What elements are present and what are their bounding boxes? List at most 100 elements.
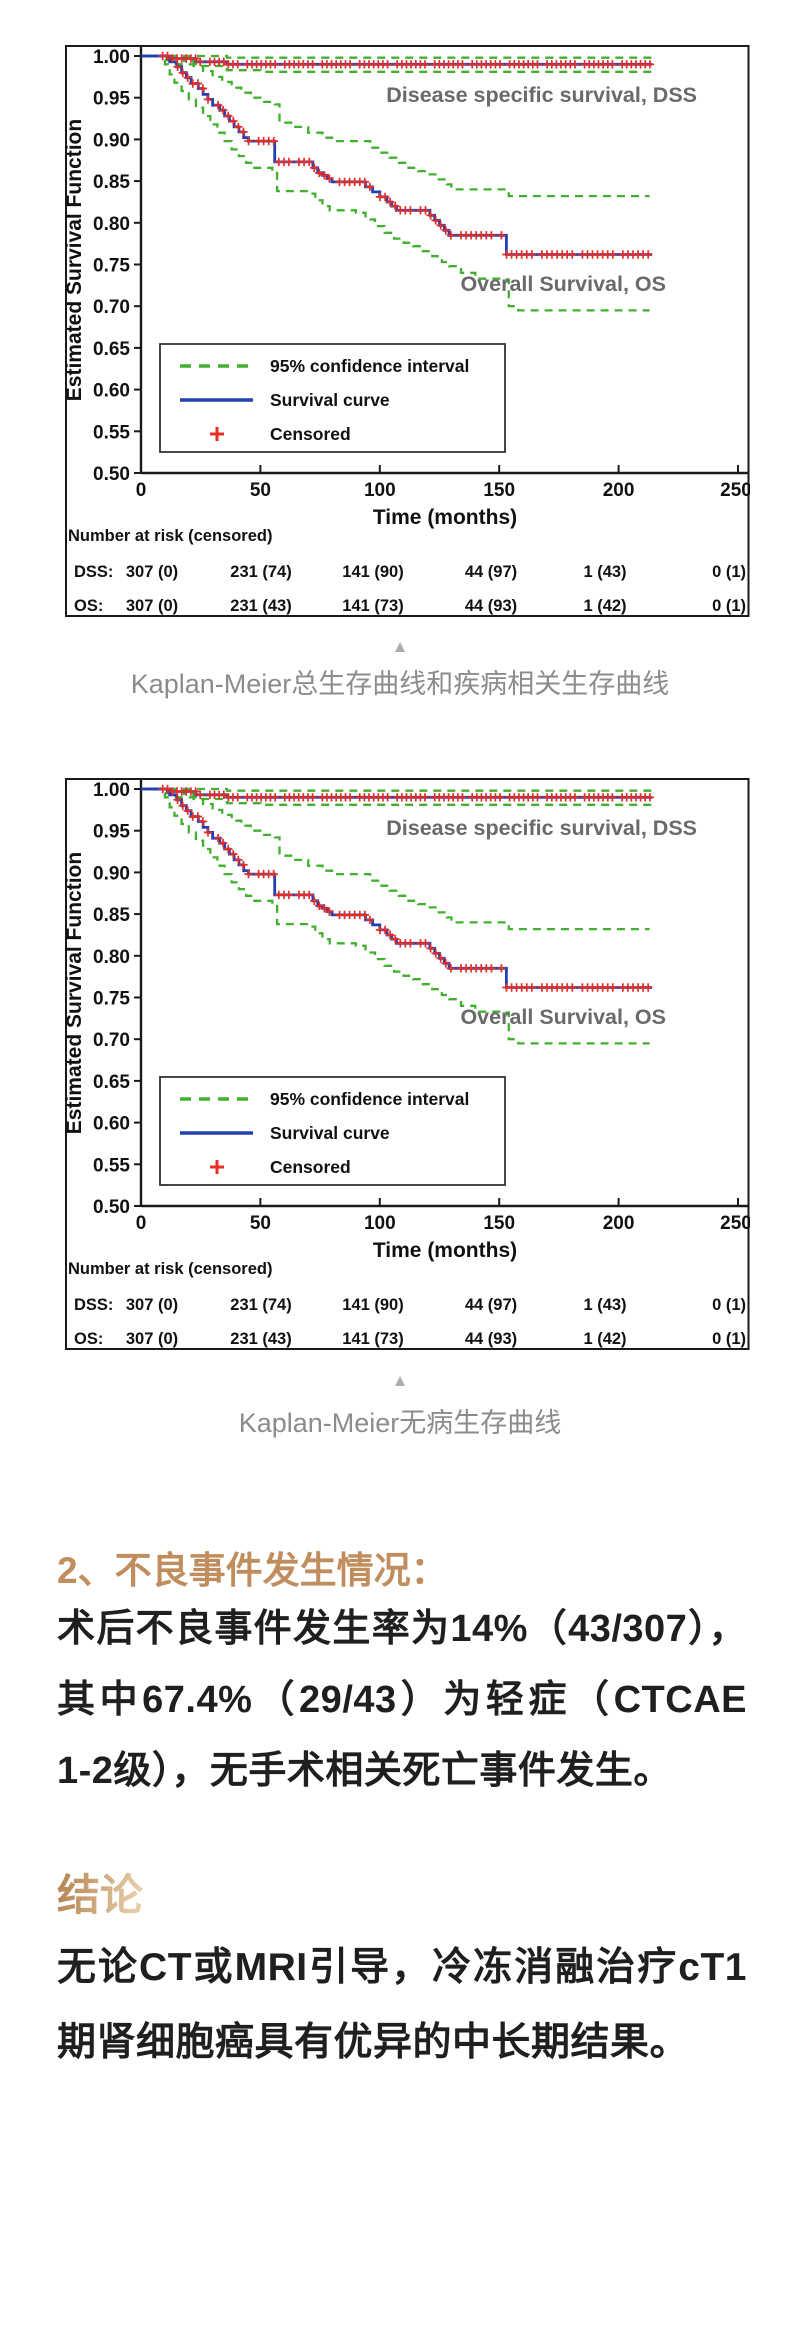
risk-row-label: DSS: xyxy=(74,1296,113,1314)
censored-mark xyxy=(310,896,319,905)
y-tick-label: 0.70 xyxy=(93,1030,130,1051)
censored-mark xyxy=(360,177,369,187)
risk-cell: 141 (90) xyxy=(342,563,403,581)
ci-line xyxy=(141,787,650,931)
adverse-events-paragraph: 术后不良事件发生率为14%（43/307），其中67.4%（29/43）为轻症（… xyxy=(57,1608,747,1792)
censored-mark xyxy=(345,60,355,69)
risk-cell: 141 (73) xyxy=(342,1330,403,1348)
collapse-triangle-icon: ▲ xyxy=(391,637,409,656)
legend-label: Survival curve xyxy=(270,1123,390,1143)
x-tick-label: 0 xyxy=(136,1213,147,1234)
risk-cell: 307 (0) xyxy=(126,597,178,615)
censored-mark xyxy=(608,793,617,802)
km-figure-os-dss: 1.00 0.95 0.90 0.85 0.80 0.75 0.70 0.65 0.60 0.55… xyxy=(63,44,752,617)
censored-mark xyxy=(191,787,200,796)
risk-cell: 1 (43) xyxy=(583,563,626,581)
risk-cell: 0 (1) xyxy=(712,597,746,615)
censored-mark xyxy=(533,793,542,802)
censored-mark xyxy=(420,60,430,69)
collapse-triangle-icon: ▲ xyxy=(391,1371,409,1390)
censored-mark xyxy=(196,57,205,66)
x-tick-label: 200 xyxy=(603,1213,635,1234)
y-tick-label: 0.85 xyxy=(93,905,130,926)
censored-mark xyxy=(446,964,456,973)
censored-mark xyxy=(365,182,375,192)
censored-mark xyxy=(271,60,280,69)
y-tick-label: 0.75 xyxy=(93,256,130,277)
censored-mark xyxy=(233,60,242,69)
y-tick-label: 0.70 xyxy=(93,297,130,318)
censored-mark xyxy=(644,250,653,259)
censored-mark xyxy=(163,784,172,794)
censored-mark xyxy=(608,983,617,992)
censored-mark xyxy=(229,116,238,126)
censored-mark xyxy=(178,801,187,810)
legend-label: Survival curve xyxy=(270,390,390,410)
censored-mark xyxy=(218,106,228,115)
censored-mark xyxy=(431,949,440,958)
risk-row-label: OS: xyxy=(74,597,103,615)
censored-mark xyxy=(213,101,223,110)
censored-mark xyxy=(178,68,187,77)
censored-mark xyxy=(495,793,505,802)
censored-mark xyxy=(487,231,496,240)
y-tick-label: 0.50 xyxy=(93,464,130,485)
y-tick-label: 1.00 xyxy=(93,47,130,68)
censored-mark xyxy=(234,122,243,132)
censored-mark xyxy=(441,959,450,968)
risk-cell: 231 (74) xyxy=(230,563,291,581)
censored-mark xyxy=(426,944,435,953)
x-tick-label: 0 xyxy=(136,480,147,501)
censored-mark xyxy=(426,211,435,220)
censored-mark xyxy=(233,793,242,802)
legend-label: Censored xyxy=(270,424,351,444)
km-chart-svg-1: 1.00 0.95 0.90 0.85 0.80 0.75 0.70 0.65 0.60 0.55… xyxy=(63,45,752,617)
y-tick-label: 0.55 xyxy=(93,422,130,443)
y-tick-label: 0.65 xyxy=(93,1072,130,1093)
censored-mark xyxy=(446,231,456,240)
censored-mark xyxy=(244,136,253,146)
ci-line xyxy=(141,54,650,198)
censored-mark xyxy=(163,51,172,61)
y-tick-label: 0.60 xyxy=(93,381,130,402)
censored-mark xyxy=(308,793,317,802)
censored-mark xyxy=(380,192,390,202)
censored-mark xyxy=(219,57,228,66)
censored-mark xyxy=(315,901,324,910)
censored-mark xyxy=(213,834,223,843)
y-tick-label: 0.65 xyxy=(93,339,130,360)
censored-mark xyxy=(198,817,208,826)
censored-mark xyxy=(436,221,445,230)
risk-cell: 307 (0) xyxy=(126,563,178,581)
section-heading-adverse-events: 2、不良事件发生情况： xyxy=(57,1550,448,1591)
censored-mark xyxy=(533,60,542,69)
censored-mark xyxy=(224,844,233,854)
censored-mark xyxy=(406,206,415,215)
risk-cell: 44 (93) xyxy=(465,1330,517,1348)
y-tick-label: 0.50 xyxy=(93,1197,130,1218)
risk-cell: 141 (90) xyxy=(342,1296,403,1314)
y-tick-label: 0.80 xyxy=(93,947,130,968)
y-tick-label: 0.60 xyxy=(93,1114,130,1135)
censored-mark xyxy=(191,54,200,63)
censored-mark xyxy=(608,60,617,69)
censored-mark xyxy=(441,226,450,235)
x-tick-label: 150 xyxy=(483,1213,515,1234)
censored-mark xyxy=(608,250,617,259)
censored-mark xyxy=(385,930,395,940)
censored-mark xyxy=(325,907,334,916)
x-tick-label: 50 xyxy=(250,1213,271,1234)
y-tick-label: 0.95 xyxy=(93,89,130,110)
censored-mark xyxy=(218,839,228,848)
y-tick-label: 1.00 xyxy=(93,780,130,801)
legend-label: 95% confidence interval xyxy=(270,356,469,376)
number-at-risk-title: Number at risk (censored) xyxy=(68,1260,272,1278)
km-chart-svg-2: 1.00 0.95 0.90 0.85 0.80 0.75 0.70 0.65 0.60 0.55… xyxy=(63,778,752,1350)
censored-mark xyxy=(271,793,280,802)
censored-mark xyxy=(173,795,182,804)
censored-mark xyxy=(568,983,577,992)
censored-mark xyxy=(183,806,192,815)
risk-cell: 231 (43) xyxy=(230,1330,291,1348)
risk-cell: 231 (43) xyxy=(230,597,291,615)
censored-mark xyxy=(198,84,208,93)
